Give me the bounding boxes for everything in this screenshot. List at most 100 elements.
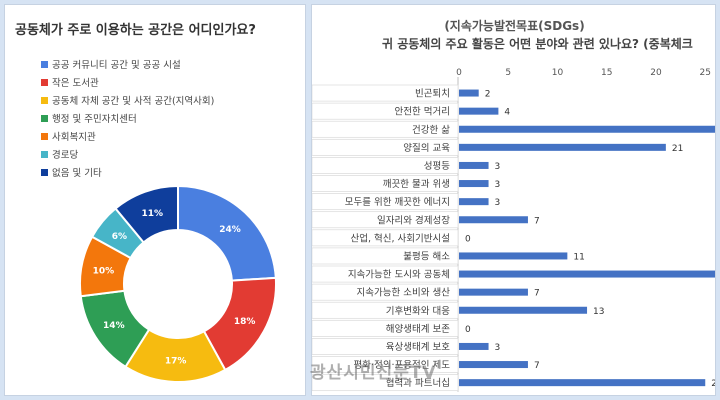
bar-data-label: 3 — [495, 343, 501, 353]
category-box — [312, 102, 459, 120]
category-box — [312, 319, 459, 337]
legend-swatch — [41, 132, 48, 140]
donut-slice-label: 24% — [219, 225, 241, 235]
bar — [459, 252, 568, 260]
bar — [459, 89, 479, 97]
legend-item: 없음 및 기타 — [41, 163, 214, 181]
donut-slice-label: 17% — [165, 356, 187, 366]
category-box — [312, 138, 459, 156]
legend-label: 사회복지관 — [52, 132, 96, 143]
bar-data-label: 2 — [485, 90, 491, 100]
bar — [459, 288, 528, 296]
legend-item: 행정 및 주민자치센터 — [41, 109, 214, 127]
legend-label: 공동체 자체 공간 및 사적 공간(지역사회) — [52, 96, 215, 107]
legend-label: 공공 커뮤니티 공간 및 공공 시설 — [52, 60, 181, 71]
bar — [459, 107, 499, 115]
bar-data-label: 7 — [534, 216, 540, 226]
legend-item: 작은 도서관 — [41, 73, 214, 91]
bar-data-label: 25 — [711, 379, 716, 389]
bar-data-label: 3 — [495, 180, 501, 190]
category-box — [312, 120, 459, 138]
bar — [459, 270, 715, 278]
category-label: 양질의 교육 — [403, 142, 450, 154]
bar — [459, 216, 528, 224]
category-box — [312, 247, 459, 265]
category-box — [312, 374, 459, 392]
bar — [459, 306, 588, 314]
category-box — [312, 356, 459, 373]
category-label: 지속가능한 도시와 공동체 — [348, 269, 450, 281]
category-label: 불평등 해소 — [403, 250, 450, 262]
donut-slice-label: 10% — [93, 266, 115, 276]
bar-chart-title-line2: 귀 공동체의 주요 활동은 어떤 분야와 관련 있나요? (중복체크 — [382, 37, 693, 51]
category-label: 해양생태계 보존 — [386, 323, 450, 335]
donut-slice — [114, 184, 179, 244]
category-label: 협력과 파트너십 — [386, 377, 450, 389]
donut-slice-label: 18% — [234, 317, 256, 327]
legend-swatch — [41, 168, 48, 176]
category-label: 빈곤퇴치 — [415, 88, 450, 100]
category-box — [312, 229, 459, 247]
legend-swatch — [41, 96, 48, 104]
category-label: 육상생태계 보호 — [386, 341, 450, 353]
legend-item: 사회복지관 — [41, 127, 214, 145]
legend-item: 공공 커뮤니티 공간 및 공공 시설 — [41, 55, 214, 73]
legend-swatch — [41, 114, 48, 122]
category-label: 건강한 삶 — [412, 125, 450, 136]
legend-swatch — [41, 60, 48, 68]
bar — [459, 361, 528, 369]
bar-data-label: 7 — [534, 361, 540, 371]
bar — [459, 125, 715, 133]
left-chart-panel: 공동체가 주로 이용하는 공간은 어디인가요? 공공 커뮤니티 공간 및 공공 … — [4, 4, 306, 396]
bar-data-label: 11 — [573, 252, 584, 262]
pie-chart-title: 공동체가 주로 이용하는 공간은 어디인가요? — [15, 23, 256, 38]
bar-data-label: 0 — [465, 234, 471, 244]
category-label: 기후변화와 대응 — [386, 305, 450, 317]
category-label: 안전한 먹거리 — [395, 107, 450, 118]
category-box — [312, 265, 459, 283]
category-label: 지속가능한 소비와 생산 — [357, 287, 451, 299]
category-box — [312, 157, 459, 174]
x-tick-label: 15 — [601, 68, 612, 78]
legend-item: 공동체 자체 공간 및 사적 공간(지역사회) — [41, 91, 214, 109]
bar-data-label: 3 — [495, 198, 501, 208]
legend-label: 작은 도서관 — [52, 78, 99, 89]
bar-data-label: 13 — [593, 307, 604, 317]
category-label: 모두를 위한 깨끗한 에너지 — [345, 196, 450, 208]
category-box — [312, 84, 459, 102]
donut-chart: 24% 18% 17% 14% 10% 6% 11% — [79, 184, 277, 383]
donut-slice-label: 14% — [103, 321, 125, 331]
category-box — [312, 338, 459, 355]
x-tick-label: 5 — [505, 68, 511, 78]
right-chart-panel: (지속가능발전목표(SDGs) 귀 공동체의 주요 활동은 어떤 분야와 관련 … — [311, 4, 716, 396]
category-box — [312, 301, 459, 319]
bar — [459, 198, 489, 206]
bar — [459, 379, 706, 387]
bar — [459, 180, 489, 188]
x-tick-label: 10 — [552, 68, 564, 78]
bar-data-label: 3 — [495, 162, 501, 172]
bar-chart-title-line1: (지속가능발전목표(SDGs) — [444, 19, 585, 33]
bar-data-label: 4 — [504, 108, 510, 118]
x-tick-label: 0 — [456, 68, 462, 78]
category-box — [312, 283, 459, 301]
bar-data-label: 7 — [534, 289, 540, 299]
legend-label: 행정 및 주민자치센터 — [52, 114, 137, 125]
donut-slice-label: 6% — [112, 232, 127, 242]
bar — [459, 161, 489, 169]
bar — [459, 143, 666, 151]
category-box — [312, 211, 459, 229]
bar — [459, 342, 489, 350]
legend-swatch — [41, 78, 48, 86]
category-label: 평화·정의·포용적인 제도 — [354, 359, 451, 371]
legend-label: 없음 및 기타 — [52, 168, 102, 179]
x-tick-label: 20 — [650, 68, 662, 78]
category-label: 일자리와 경제성장 — [377, 214, 450, 226]
x-tick-label: 25 — [700, 68, 711, 78]
bar-data-label: 0 — [465, 325, 471, 335]
legend-label: 경로당 — [52, 150, 79, 161]
category-label: 깨끗한 물과 위생 — [383, 178, 450, 190]
donut-slice-label: 11% — [141, 209, 163, 219]
